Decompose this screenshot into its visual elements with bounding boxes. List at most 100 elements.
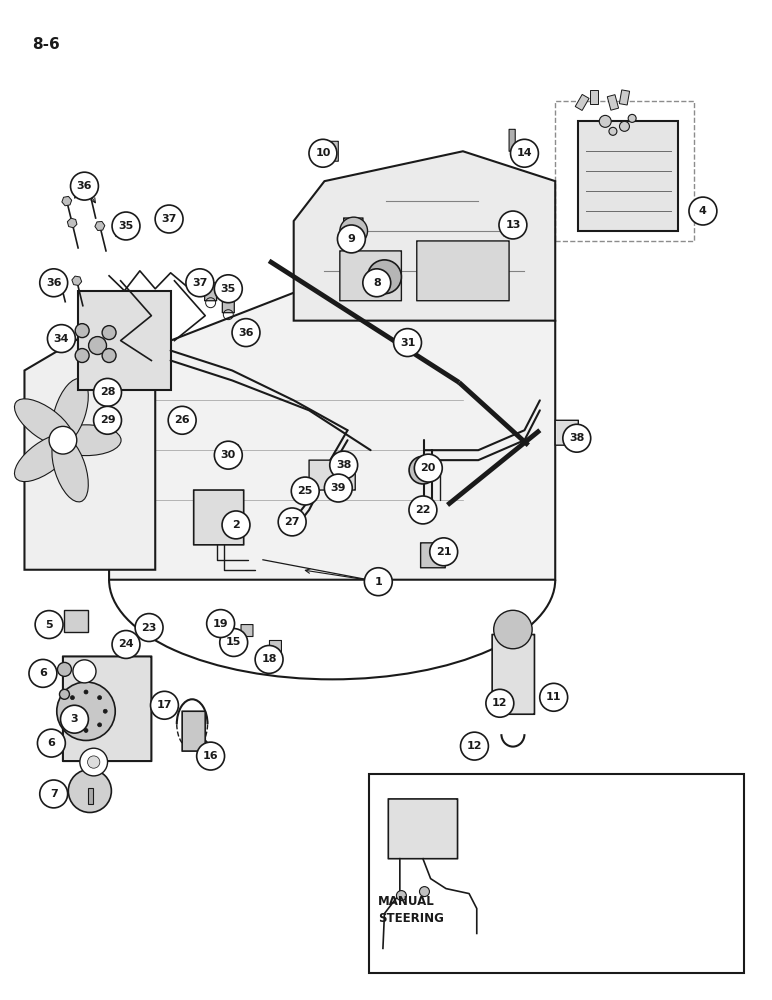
Text: 16: 16: [203, 751, 218, 761]
Ellipse shape: [52, 435, 88, 502]
Text: 1: 1: [374, 577, 382, 587]
Circle shape: [84, 728, 88, 732]
Circle shape: [151, 691, 178, 719]
Circle shape: [112, 212, 140, 240]
Text: 36: 36: [239, 328, 254, 338]
Circle shape: [396, 891, 406, 901]
Circle shape: [93, 378, 121, 406]
Circle shape: [363, 269, 391, 297]
Text: 30: 30: [221, 450, 236, 460]
Circle shape: [155, 205, 183, 233]
Text: 21: 21: [436, 547, 452, 557]
Text: 31: 31: [400, 338, 415, 348]
Circle shape: [232, 319, 260, 347]
FancyBboxPatch shape: [330, 141, 338, 161]
Circle shape: [75, 349, 89, 362]
Circle shape: [599, 115, 611, 127]
Ellipse shape: [15, 434, 74, 482]
Text: 37: 37: [192, 278, 208, 288]
Text: 38: 38: [336, 460, 351, 470]
FancyBboxPatch shape: [388, 799, 458, 859]
Text: 14: 14: [516, 148, 532, 158]
Text: 24: 24: [118, 639, 134, 649]
Circle shape: [337, 225, 365, 253]
Circle shape: [689, 197, 717, 225]
Text: 36: 36: [46, 278, 62, 288]
Ellipse shape: [15, 399, 74, 447]
Text: 8-6: 8-6: [32, 37, 60, 52]
Bar: [369, 774, 743, 973]
Circle shape: [461, 732, 489, 760]
Circle shape: [135, 614, 163, 641]
Circle shape: [89, 337, 107, 355]
Bar: [608, 95, 618, 110]
Circle shape: [330, 451, 357, 479]
Circle shape: [102, 349, 116, 362]
FancyBboxPatch shape: [205, 283, 217, 301]
Text: 3: 3: [71, 714, 78, 724]
Circle shape: [324, 474, 352, 502]
Circle shape: [102, 326, 116, 340]
FancyBboxPatch shape: [182, 711, 205, 751]
Circle shape: [93, 406, 121, 434]
Text: 22: 22: [415, 505, 431, 515]
Circle shape: [49, 426, 76, 454]
FancyBboxPatch shape: [492, 635, 534, 714]
Text: 7: 7: [50, 789, 58, 799]
Text: 11: 11: [546, 692, 561, 702]
Polygon shape: [109, 281, 555, 580]
Circle shape: [367, 260, 401, 294]
Circle shape: [73, 660, 96, 683]
Circle shape: [84, 690, 88, 694]
Circle shape: [340, 217, 367, 245]
Text: 27: 27: [284, 517, 300, 527]
Text: 39: 39: [330, 483, 346, 493]
Circle shape: [57, 662, 72, 676]
Text: 19: 19: [213, 619, 229, 629]
Bar: [575, 94, 589, 110]
Circle shape: [364, 568, 392, 596]
Circle shape: [68, 769, 111, 812]
Text: 6: 6: [39, 668, 47, 678]
Circle shape: [493, 610, 532, 649]
Circle shape: [430, 538, 458, 566]
FancyBboxPatch shape: [555, 420, 578, 445]
Polygon shape: [25, 321, 155, 570]
Polygon shape: [78, 291, 171, 390]
Circle shape: [619, 121, 629, 131]
Circle shape: [215, 441, 242, 469]
Bar: [619, 90, 630, 105]
Polygon shape: [95, 221, 105, 231]
Ellipse shape: [51, 425, 121, 456]
Polygon shape: [67, 218, 77, 228]
Circle shape: [39, 269, 68, 297]
Text: 35: 35: [118, 221, 134, 231]
Text: MANUAL
STEERING: MANUAL STEERING: [378, 895, 444, 925]
Circle shape: [60, 705, 89, 733]
Text: 5: 5: [46, 620, 53, 630]
Bar: [224, 626, 229, 639]
FancyBboxPatch shape: [509, 129, 515, 151]
Polygon shape: [293, 151, 555, 321]
Polygon shape: [72, 276, 82, 285]
Circle shape: [197, 742, 225, 770]
FancyBboxPatch shape: [194, 490, 244, 545]
Circle shape: [409, 496, 437, 524]
Circle shape: [207, 610, 235, 638]
Circle shape: [186, 269, 214, 297]
Circle shape: [70, 723, 74, 727]
FancyBboxPatch shape: [417, 241, 509, 301]
FancyBboxPatch shape: [344, 218, 363, 246]
Circle shape: [510, 139, 538, 167]
Circle shape: [29, 659, 57, 687]
Circle shape: [540, 683, 567, 711]
Bar: [590, 90, 598, 104]
Text: 6: 6: [47, 738, 56, 748]
Bar: [236, 632, 242, 645]
Polygon shape: [54, 272, 64, 281]
Circle shape: [37, 729, 66, 757]
Text: 8: 8: [373, 278, 381, 288]
Circle shape: [70, 172, 98, 200]
Text: 38: 38: [569, 433, 584, 443]
Polygon shape: [85, 188, 94, 198]
